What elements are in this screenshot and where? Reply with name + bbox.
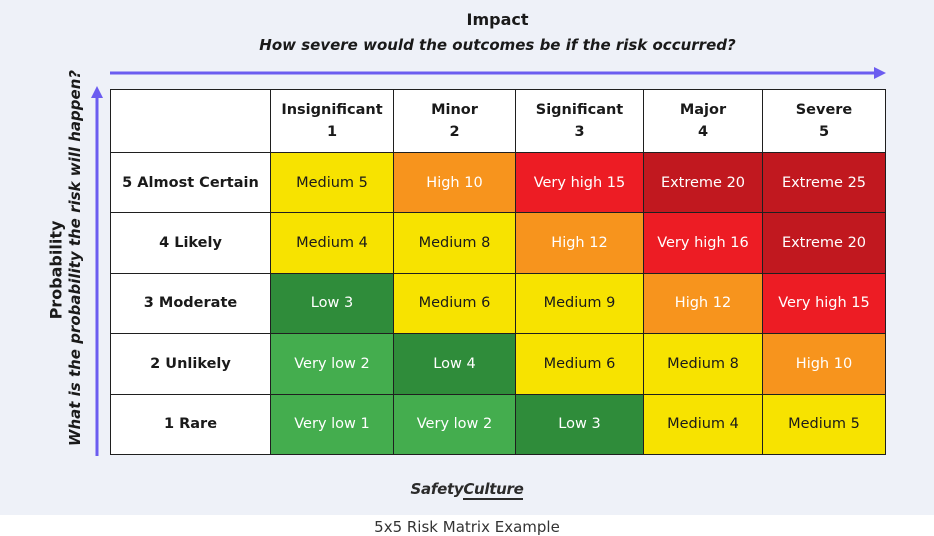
corner-cell bbox=[110, 89, 271, 153]
risk-cell: Low 4 bbox=[393, 333, 516, 395]
probability-row-almost-certain: 5 Almost Certain Medium 5 High 10 Very h… bbox=[110, 151, 886, 214]
probability-row-unlikely: 2 Unlikely Very low 2 Low 4 Medium 6 Med… bbox=[110, 333, 886, 395]
risk-cell: Medium 8 bbox=[393, 212, 516, 274]
probability-row-likely: 4 Likely Medium 4 Medium 8 High 12 Very … bbox=[110, 212, 886, 274]
impact-col-name: Significant bbox=[535, 102, 624, 118]
impact-col-score: 4 bbox=[697, 124, 709, 140]
risk-cell: Very high 16 bbox=[643, 212, 763, 274]
logo-text-safety: Safety bbox=[410, 480, 464, 498]
logo-text-culture: Culture bbox=[463, 480, 524, 500]
probability-row-label: 1 Rare bbox=[110, 393, 271, 456]
risk-cell: High 12 bbox=[643, 272, 763, 335]
risk-cell: Very high 15 bbox=[515, 151, 644, 214]
impact-col-name: Severe bbox=[795, 102, 853, 118]
safetyculture-logo: SafetyCulture bbox=[0, 480, 934, 500]
risk-matrix-card: Impact How severe would the outcomes be … bbox=[0, 0, 934, 515]
risk-cell: Very low 2 bbox=[270, 333, 394, 395]
impact-title: Impact bbox=[466, 10, 529, 29]
impact-col-minor: Minor 2 bbox=[393, 89, 516, 153]
risk-cell: Medium 8 bbox=[643, 333, 763, 395]
risk-cell: Low 3 bbox=[515, 393, 644, 456]
probability-arrow-icon bbox=[91, 86, 103, 456]
impact-col-name: Minor bbox=[431, 102, 478, 118]
probability-row-label: 4 Likely bbox=[110, 212, 271, 274]
risk-cell: Very low 1 bbox=[270, 393, 394, 456]
risk-matrix-table: Insignificant 1 Minor 2 Significant 3 Ma… bbox=[110, 89, 886, 456]
impact-col-name: Major bbox=[679, 102, 727, 118]
figure-caption: 5x5 Risk Matrix Example bbox=[374, 518, 560, 536]
risk-cell: Medium 6 bbox=[393, 272, 516, 335]
risk-cell: Medium 5 bbox=[270, 151, 394, 214]
probability-subtitle: What is the probability the risk will ha… bbox=[66, 69, 84, 447]
risk-cell: High 12 bbox=[515, 212, 644, 274]
impact-col-name: Insignificant bbox=[281, 102, 383, 118]
impact-arrow-icon bbox=[110, 67, 886, 79]
risk-cell: High 10 bbox=[393, 151, 516, 214]
risk-cell: Extreme 20 bbox=[762, 212, 886, 274]
risk-cell: Extreme 25 bbox=[762, 151, 886, 214]
probability-row-label: 2 Unlikely bbox=[110, 333, 271, 395]
probability-row-label: 5 Almost Certain bbox=[110, 151, 271, 214]
risk-cell: Medium 4 bbox=[643, 393, 763, 456]
probability-row-label: 3 Moderate bbox=[110, 272, 271, 335]
impact-col-insignificant: Insignificant 1 bbox=[270, 89, 394, 153]
risk-cell: Extreme 20 bbox=[643, 151, 763, 214]
impact-col-significant: Significant 3 bbox=[515, 89, 644, 153]
impact-col-major: Major 4 bbox=[643, 89, 763, 153]
risk-cell: Very low 2 bbox=[393, 393, 516, 456]
probability-row-rare: 1 Rare Very low 1 Very low 2 Low 3 Mediu… bbox=[110, 393, 886, 456]
risk-cell: Low 3 bbox=[270, 272, 394, 335]
impact-header-row: Insignificant 1 Minor 2 Significant 3 Ma… bbox=[110, 89, 886, 153]
probability-title: Probability bbox=[46, 220, 66, 320]
risk-cell: Medium 5 bbox=[762, 393, 886, 456]
risk-cell: Medium 9 bbox=[515, 272, 644, 335]
impact-col-severe: Severe 5 bbox=[762, 89, 886, 153]
impact-col-score: 1 bbox=[326, 124, 338, 140]
risk-cell: Medium 6 bbox=[515, 333, 644, 395]
probability-row-moderate: 3 Moderate Low 3 Medium 6 Medium 9 High … bbox=[110, 272, 886, 335]
risk-cell: Medium 4 bbox=[270, 212, 394, 274]
impact-col-score: 2 bbox=[449, 124, 460, 140]
risk-cell: Very high 15 bbox=[762, 272, 886, 335]
impact-subtitle: How severe would the outcomes be if the … bbox=[259, 36, 736, 54]
risk-cell: High 10 bbox=[762, 333, 886, 395]
impact-col-score: 3 bbox=[574, 124, 585, 140]
impact-col-score: 5 bbox=[818, 124, 830, 140]
